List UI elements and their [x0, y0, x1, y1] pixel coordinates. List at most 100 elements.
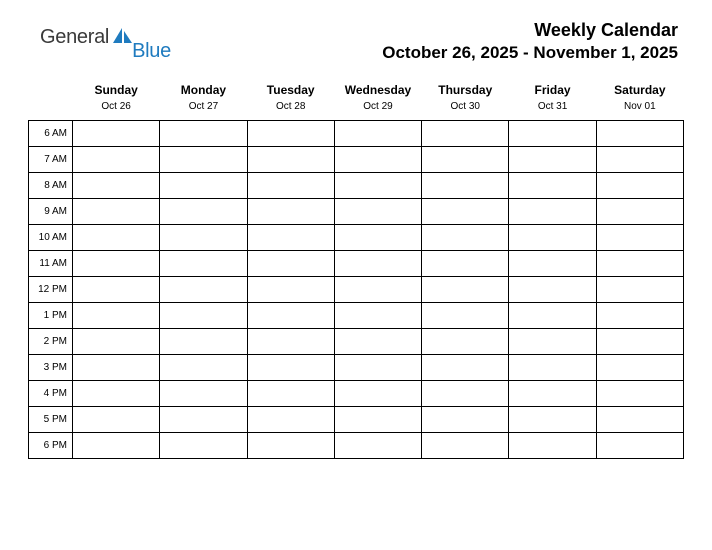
calendar-cell[interactable]: [509, 329, 596, 355]
calendar-cell[interactable]: [73, 199, 160, 225]
calendar-cell[interactable]: [160, 199, 247, 225]
calendar-cell[interactable]: [422, 329, 509, 355]
calendar-cell[interactable]: [596, 251, 683, 277]
calendar-cell[interactable]: [73, 225, 160, 251]
calendar-cell[interactable]: [160, 277, 247, 303]
calendar-cell[interactable]: [73, 277, 160, 303]
calendar-cell[interactable]: [596, 381, 683, 407]
calendar-cell[interactable]: [73, 329, 160, 355]
calendar-cell[interactable]: [334, 303, 421, 329]
daydate: Oct 29: [334, 101, 421, 112]
calendar-cell[interactable]: [160, 121, 247, 147]
calendar-cell[interactable]: [422, 277, 509, 303]
calendar-cell[interactable]: [596, 225, 683, 251]
calendar-cell[interactable]: [334, 199, 421, 225]
calendar-cell[interactable]: [509, 355, 596, 381]
calendar-cell[interactable]: [247, 199, 334, 225]
calendar-cell[interactable]: [509, 407, 596, 433]
calendar-cell[interactable]: [334, 277, 421, 303]
calendar-cell[interactable]: [509, 303, 596, 329]
calendar-cell[interactable]: [73, 251, 160, 277]
calendar-cell[interactable]: [160, 433, 247, 459]
calendar-cell[interactable]: [596, 433, 683, 459]
calendar-cell[interactable]: [247, 381, 334, 407]
calendar-cell[interactable]: [509, 433, 596, 459]
calendar-cell[interactable]: [422, 147, 509, 173]
calendar-cell[interactable]: [596, 355, 683, 381]
calendar-cell[interactable]: [334, 381, 421, 407]
calendar-cell[interactable]: [160, 251, 247, 277]
calendar-cell[interactable]: [596, 199, 683, 225]
calendar-cell[interactable]: [334, 173, 421, 199]
calendar-cell[interactable]: [334, 225, 421, 251]
calendar-cell[interactable]: [509, 199, 596, 225]
calendar-cell[interactable]: [73, 303, 160, 329]
calendar-cell[interactable]: [509, 251, 596, 277]
calendar-cell[interactable]: [247, 173, 334, 199]
calendar-cell[interactable]: [422, 199, 509, 225]
calendar-cell[interactable]: [247, 147, 334, 173]
day-header-row: Sunday Oct 26 Monday Oct 27 Tuesday Oct …: [29, 81, 684, 121]
calendar-cell[interactable]: [160, 303, 247, 329]
hour-row: 4 PM: [29, 381, 684, 407]
calendar-cell[interactable]: [160, 381, 247, 407]
calendar-cell[interactable]: [509, 147, 596, 173]
hour-row: 12 PM: [29, 277, 684, 303]
calendar-cell[interactable]: [422, 303, 509, 329]
calendar-cell[interactable]: [334, 147, 421, 173]
calendar-cell[interactable]: [422, 121, 509, 147]
day-header-friday: Friday Oct 31: [509, 81, 596, 121]
calendar-cell[interactable]: [334, 407, 421, 433]
calendar-cell[interactable]: [334, 251, 421, 277]
calendar-cell[interactable]: [596, 303, 683, 329]
calendar-cell[interactable]: [422, 381, 509, 407]
calendar-cell[interactable]: [509, 121, 596, 147]
calendar-cell[interactable]: [422, 225, 509, 251]
calendar-cell[interactable]: [596, 277, 683, 303]
calendar-cell[interactable]: [73, 173, 160, 199]
calendar-cell[interactable]: [334, 121, 421, 147]
calendar-cell[interactable]: [247, 433, 334, 459]
calendar-cell[interactable]: [422, 407, 509, 433]
calendar-cell[interactable]: [596, 147, 683, 173]
calendar-cell[interactable]: [160, 329, 247, 355]
calendar-cell[interactable]: [596, 329, 683, 355]
calendar-cell[interactable]: [247, 329, 334, 355]
calendar-cell[interactable]: [247, 407, 334, 433]
calendar-cell[interactable]: [334, 355, 421, 381]
calendar-cell[interactable]: [509, 277, 596, 303]
calendar-cell[interactable]: [334, 329, 421, 355]
calendar-cell[interactable]: [73, 433, 160, 459]
calendar-cell[interactable]: [422, 355, 509, 381]
calendar-cell[interactable]: [422, 251, 509, 277]
calendar-cell[interactable]: [160, 173, 247, 199]
daydate: Oct 28: [247, 101, 334, 112]
calendar-cell[interactable]: [422, 433, 509, 459]
calendar-cell[interactable]: [247, 225, 334, 251]
calendar-cell[interactable]: [596, 173, 683, 199]
calendar-cell[interactable]: [160, 407, 247, 433]
calendar-cell[interactable]: [160, 225, 247, 251]
calendar-cell[interactable]: [596, 121, 683, 147]
calendar-cell[interactable]: [334, 433, 421, 459]
calendar-cell[interactable]: [160, 147, 247, 173]
calendar-cell[interactable]: [247, 303, 334, 329]
calendar-cell[interactable]: [509, 173, 596, 199]
calendar-cell[interactable]: [73, 355, 160, 381]
daydate: Oct 31: [509, 101, 596, 112]
calendar-cell[interactable]: [247, 355, 334, 381]
calendar-cell[interactable]: [73, 147, 160, 173]
calendar-cell[interactable]: [247, 251, 334, 277]
calendar-cell[interactable]: [160, 355, 247, 381]
calendar-cell[interactable]: [596, 407, 683, 433]
dayname: Monday: [160, 83, 247, 97]
calendar-cell[interactable]: [247, 121, 334, 147]
time-label: 1 PM: [29, 303, 73, 329]
calendar-cell[interactable]: [509, 381, 596, 407]
calendar-cell[interactable]: [73, 381, 160, 407]
calendar-cell[interactable]: [73, 407, 160, 433]
calendar-cell[interactable]: [422, 173, 509, 199]
calendar-cell[interactable]: [509, 225, 596, 251]
calendar-cell[interactable]: [73, 121, 160, 147]
calendar-cell[interactable]: [247, 277, 334, 303]
